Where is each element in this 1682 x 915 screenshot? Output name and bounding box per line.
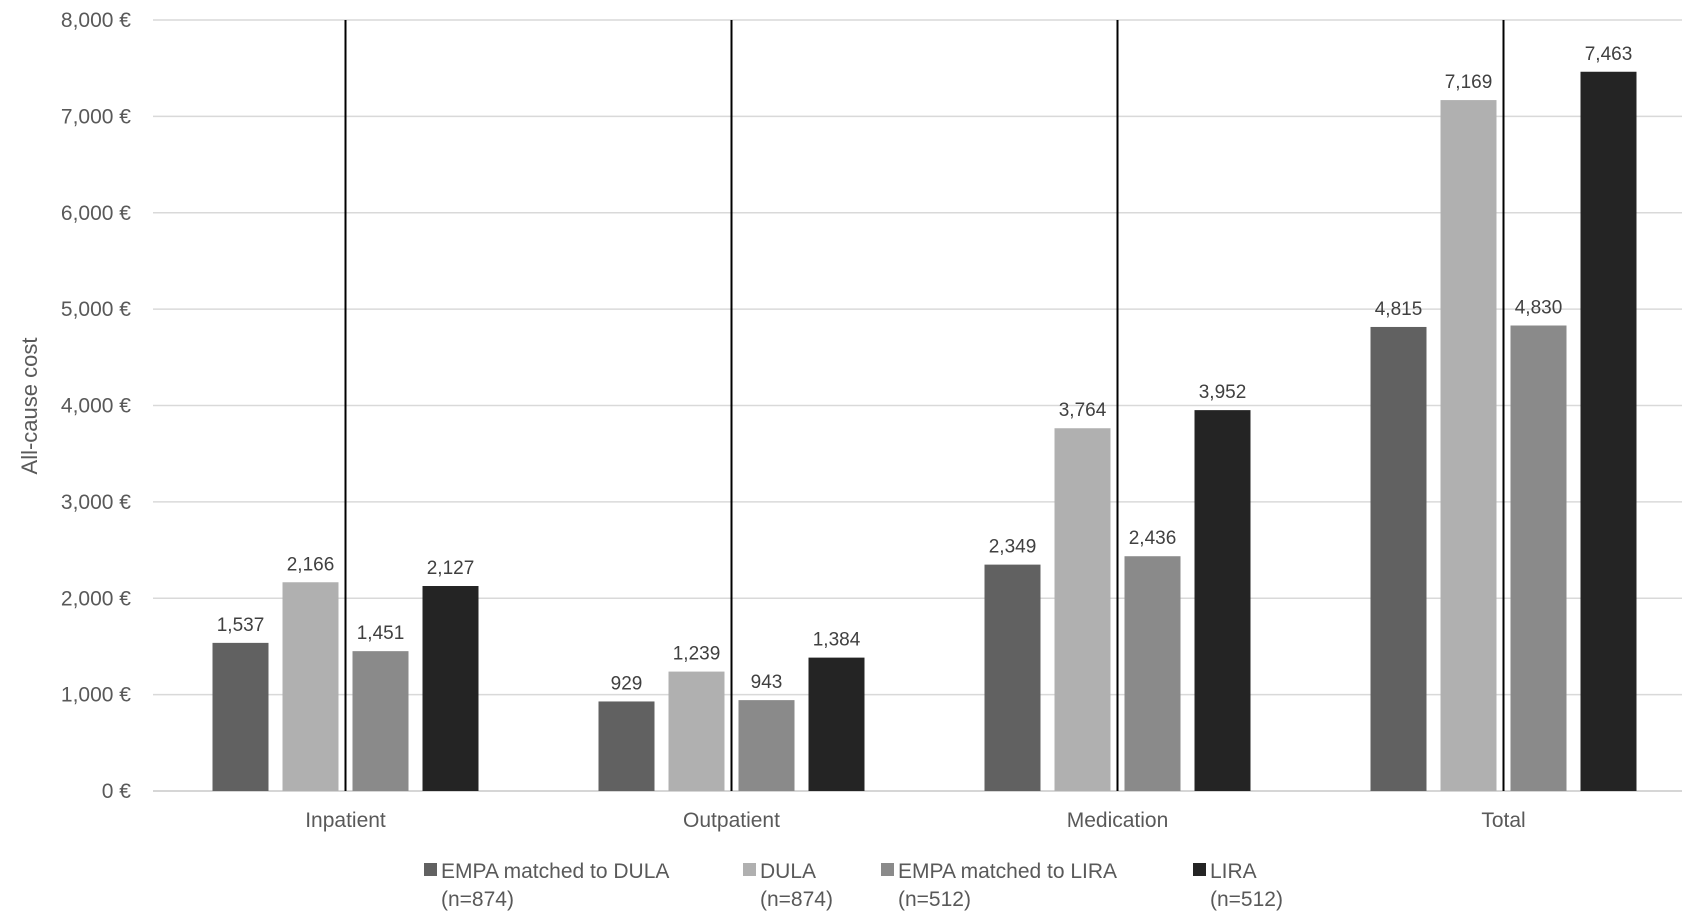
bar xyxy=(738,700,795,791)
data-label: 2,127 xyxy=(427,558,475,579)
data-label: 1,384 xyxy=(813,630,861,651)
y-tick-label: 6,000 € xyxy=(61,202,131,225)
x-category-label: Total xyxy=(1481,809,1525,832)
y-axis-title: All-cause cost xyxy=(17,338,42,475)
bar xyxy=(984,564,1041,791)
data-label: 2,166 xyxy=(287,554,335,575)
legend-swatch xyxy=(743,863,756,876)
legend-label-count: (n=512) xyxy=(1210,888,1283,911)
x-category-label: Outpatient xyxy=(683,809,780,832)
data-label: 2,349 xyxy=(989,537,1037,558)
legend-item: DULA (n=874) xyxy=(743,860,833,911)
bar xyxy=(1440,100,1497,791)
y-tick-label: 7,000 € xyxy=(61,105,131,128)
data-labels: 1,537 929 2,349 4,815 2,166 1,239 3,764 7,169 1,… xyxy=(217,44,1633,695)
bar xyxy=(1580,71,1637,792)
y-tick-label: 0 € xyxy=(102,780,132,803)
bar xyxy=(1510,325,1567,791)
legend-swatch xyxy=(881,863,894,876)
bar xyxy=(1124,556,1181,791)
legend-label-count: (n=874) xyxy=(441,888,514,911)
bar xyxy=(352,651,409,791)
data-label: 2,436 xyxy=(1129,528,1177,549)
data-label: 7,169 xyxy=(1445,72,1493,93)
y-tick-label: 5,000 € xyxy=(61,298,131,321)
legend-label: LIRA xyxy=(1210,860,1257,883)
legend: EMPA matched to DULA(n=874)DULA(n=874)EM… xyxy=(424,860,1283,911)
legend-item: EMPA matched to DULA (n=874) xyxy=(424,860,669,911)
y-tick-label: 1,000 € xyxy=(61,684,131,707)
y-tick-label: 2,000 € xyxy=(61,587,131,610)
legend-swatch xyxy=(1193,863,1206,876)
bars xyxy=(212,71,1637,792)
x-category-label: Medication xyxy=(1067,809,1169,832)
data-label: 4,830 xyxy=(1515,298,1563,319)
legend-label: EMPA matched to LIRA xyxy=(898,860,1117,883)
bar xyxy=(282,582,339,791)
y-tick-label: 3,000 € xyxy=(61,491,131,514)
legend-label: EMPA matched to DULA xyxy=(441,860,669,883)
legend-item: EMPA matched to LIRA (n=512) xyxy=(881,860,1117,911)
bar xyxy=(1194,410,1251,791)
data-label: 3,952 xyxy=(1199,382,1247,403)
bar xyxy=(1054,428,1111,791)
legend-label-count: (n=512) xyxy=(898,888,971,911)
y-tick-label: 4,000 € xyxy=(61,395,131,418)
y-tick-label: 8,000 € xyxy=(61,9,131,32)
data-label: 943 xyxy=(751,672,783,693)
bar xyxy=(598,701,655,791)
legend-label: DULA xyxy=(760,860,816,883)
data-label: 1,239 xyxy=(673,644,721,665)
data-label: 1,451 xyxy=(357,623,405,644)
data-label: 929 xyxy=(611,673,643,694)
data-label: 3,764 xyxy=(1059,400,1107,421)
bar xyxy=(422,586,479,791)
data-label: 4,815 xyxy=(1375,299,1423,320)
bar xyxy=(808,657,865,791)
legend-item: LIRA (n=512) xyxy=(1193,860,1283,911)
bar xyxy=(212,642,269,791)
bar xyxy=(1370,326,1427,791)
data-label: 7,463 xyxy=(1585,44,1633,65)
legend-swatch xyxy=(424,863,437,876)
data-label: 1,537 xyxy=(217,615,265,636)
y-axis-ticks: 0 € 1,000 € 2,000 € 3,000 € 4,000 € 5,000 € 6,… xyxy=(61,9,131,803)
legend-label-count: (n=874) xyxy=(760,888,833,911)
x-category-label: Inpatient xyxy=(305,809,386,832)
bar xyxy=(668,671,725,791)
x-axis-category-labels: Inpatient Outpatient Medication Total xyxy=(305,809,1525,832)
group-separators xyxy=(344,20,1505,791)
